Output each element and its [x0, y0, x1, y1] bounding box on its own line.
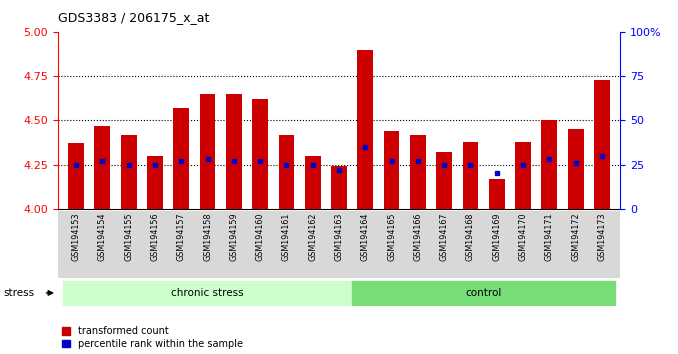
Bar	[226, 94, 241, 209]
Bar	[515, 142, 531, 209]
Text: GDS3383 / 206175_x_at: GDS3383 / 206175_x_at	[58, 11, 209, 24]
Text: chronic stress: chronic stress	[172, 288, 244, 298]
Bar	[331, 166, 347, 209]
Text: stress: stress	[3, 288, 35, 298]
Text: GSM194158: GSM194158	[203, 213, 212, 261]
Bar	[147, 156, 163, 209]
Bar	[305, 156, 321, 209]
Text: GSM194162: GSM194162	[308, 213, 317, 261]
Bar	[437, 152, 452, 209]
Text: GSM194157: GSM194157	[177, 213, 186, 261]
Text: GSM194169: GSM194169	[492, 213, 501, 261]
Bar	[489, 179, 504, 209]
Text: GSM194163: GSM194163	[334, 213, 344, 261]
Text: GSM194160: GSM194160	[256, 213, 264, 261]
Text: GSM194170: GSM194170	[519, 213, 527, 261]
Legend: transformed count, percentile rank within the sample: transformed count, percentile rank withi…	[62, 326, 243, 349]
Bar	[121, 135, 136, 209]
Text: GSM194156: GSM194156	[151, 213, 159, 261]
Text: GSM194168: GSM194168	[466, 213, 475, 261]
Bar	[594, 80, 610, 209]
Text: GSM194171: GSM194171	[545, 213, 554, 261]
Text: GSM194155: GSM194155	[124, 213, 133, 261]
Bar	[68, 143, 84, 209]
Bar	[357, 50, 373, 209]
Text: GSM194172: GSM194172	[571, 213, 580, 261]
Text: control: control	[465, 288, 502, 298]
Bar	[63, 281, 352, 305]
Text: GSM194167: GSM194167	[440, 213, 449, 261]
Bar	[542, 120, 557, 209]
Bar	[462, 142, 479, 209]
Bar	[94, 126, 111, 209]
Bar	[252, 99, 268, 209]
Text: GSM194164: GSM194164	[361, 213, 370, 261]
Text: GSM194154: GSM194154	[98, 213, 107, 261]
Bar	[199, 94, 216, 209]
Bar	[410, 135, 426, 209]
Bar	[352, 281, 615, 305]
Text: GSM194165: GSM194165	[387, 213, 396, 261]
Text: GSM194153: GSM194153	[72, 213, 81, 261]
Bar	[567, 129, 584, 209]
Text: GSM194159: GSM194159	[229, 213, 238, 261]
Text: GSM194173: GSM194173	[597, 213, 606, 261]
Bar	[279, 135, 294, 209]
Bar	[174, 108, 189, 209]
Text: GSM194166: GSM194166	[414, 213, 422, 261]
Bar	[384, 131, 399, 209]
Text: GSM194161: GSM194161	[282, 213, 291, 261]
